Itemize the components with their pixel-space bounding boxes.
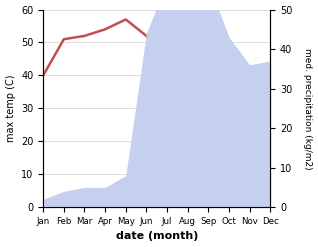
- Y-axis label: max temp (C): max temp (C): [5, 75, 16, 142]
- Y-axis label: med. precipitation (kg/m2): med. precipitation (kg/m2): [303, 48, 313, 169]
- X-axis label: date (month): date (month): [115, 231, 198, 242]
